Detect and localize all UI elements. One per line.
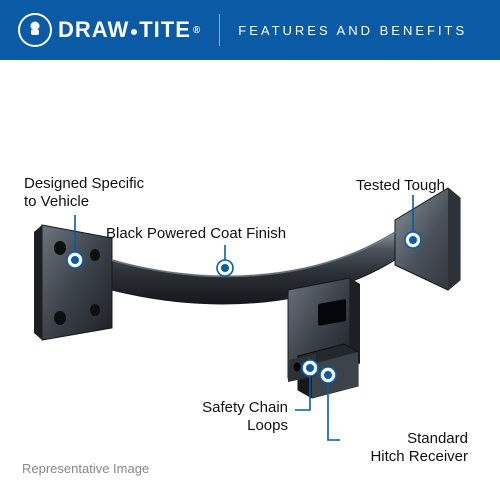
brand-right: TITE xyxy=(139,17,191,43)
hitch-ball-icon xyxy=(18,13,52,47)
marker-dot-loops xyxy=(306,364,314,372)
leader-receiver xyxy=(328,380,340,440)
registered-mark: ® xyxy=(193,25,201,36)
callout-text: Designed Specific to Vehicle xyxy=(24,175,144,211)
callout-text: Tested Tough xyxy=(356,177,445,195)
callout-tested: Tested Tough xyxy=(356,177,445,195)
header-subtitle: FEATURES AND BENEFITS xyxy=(238,23,467,38)
callout-text: Safety Chain Loops xyxy=(188,399,288,435)
footer-caption: Representative Image xyxy=(22,461,149,476)
leader-loops xyxy=(295,373,310,410)
hitch-ball-glyph xyxy=(25,20,45,40)
marker-dot-finish xyxy=(221,264,229,272)
brand-left: DRAW xyxy=(58,17,129,43)
marker-dot-receiver xyxy=(324,371,332,379)
header-bar: DRAW TITE ® FEATURES AND BENEFITS xyxy=(0,0,500,60)
callout-text: Standard Hitch Receiver xyxy=(348,430,468,466)
brand-dot-icon xyxy=(131,29,137,35)
brand-logo: DRAW TITE ® xyxy=(18,13,201,47)
brand-wordmark: DRAW TITE ® xyxy=(58,17,201,43)
callout-text: Black Powered Coat Finish xyxy=(106,225,286,243)
callout-receiver: Standard Hitch Receiver xyxy=(348,430,468,466)
marker-dot-tested xyxy=(409,236,417,244)
marker-dot-designed xyxy=(71,256,79,264)
callout-designed: Designed Specific to Vehicle xyxy=(24,175,144,211)
callout-finish: Black Powered Coat Finish xyxy=(106,225,286,243)
callout-loops: Safety Chain Loops xyxy=(188,399,288,435)
header-divider xyxy=(219,14,220,46)
diagram-area: Designed Specific to Vehicle Black Powere… xyxy=(0,60,500,500)
